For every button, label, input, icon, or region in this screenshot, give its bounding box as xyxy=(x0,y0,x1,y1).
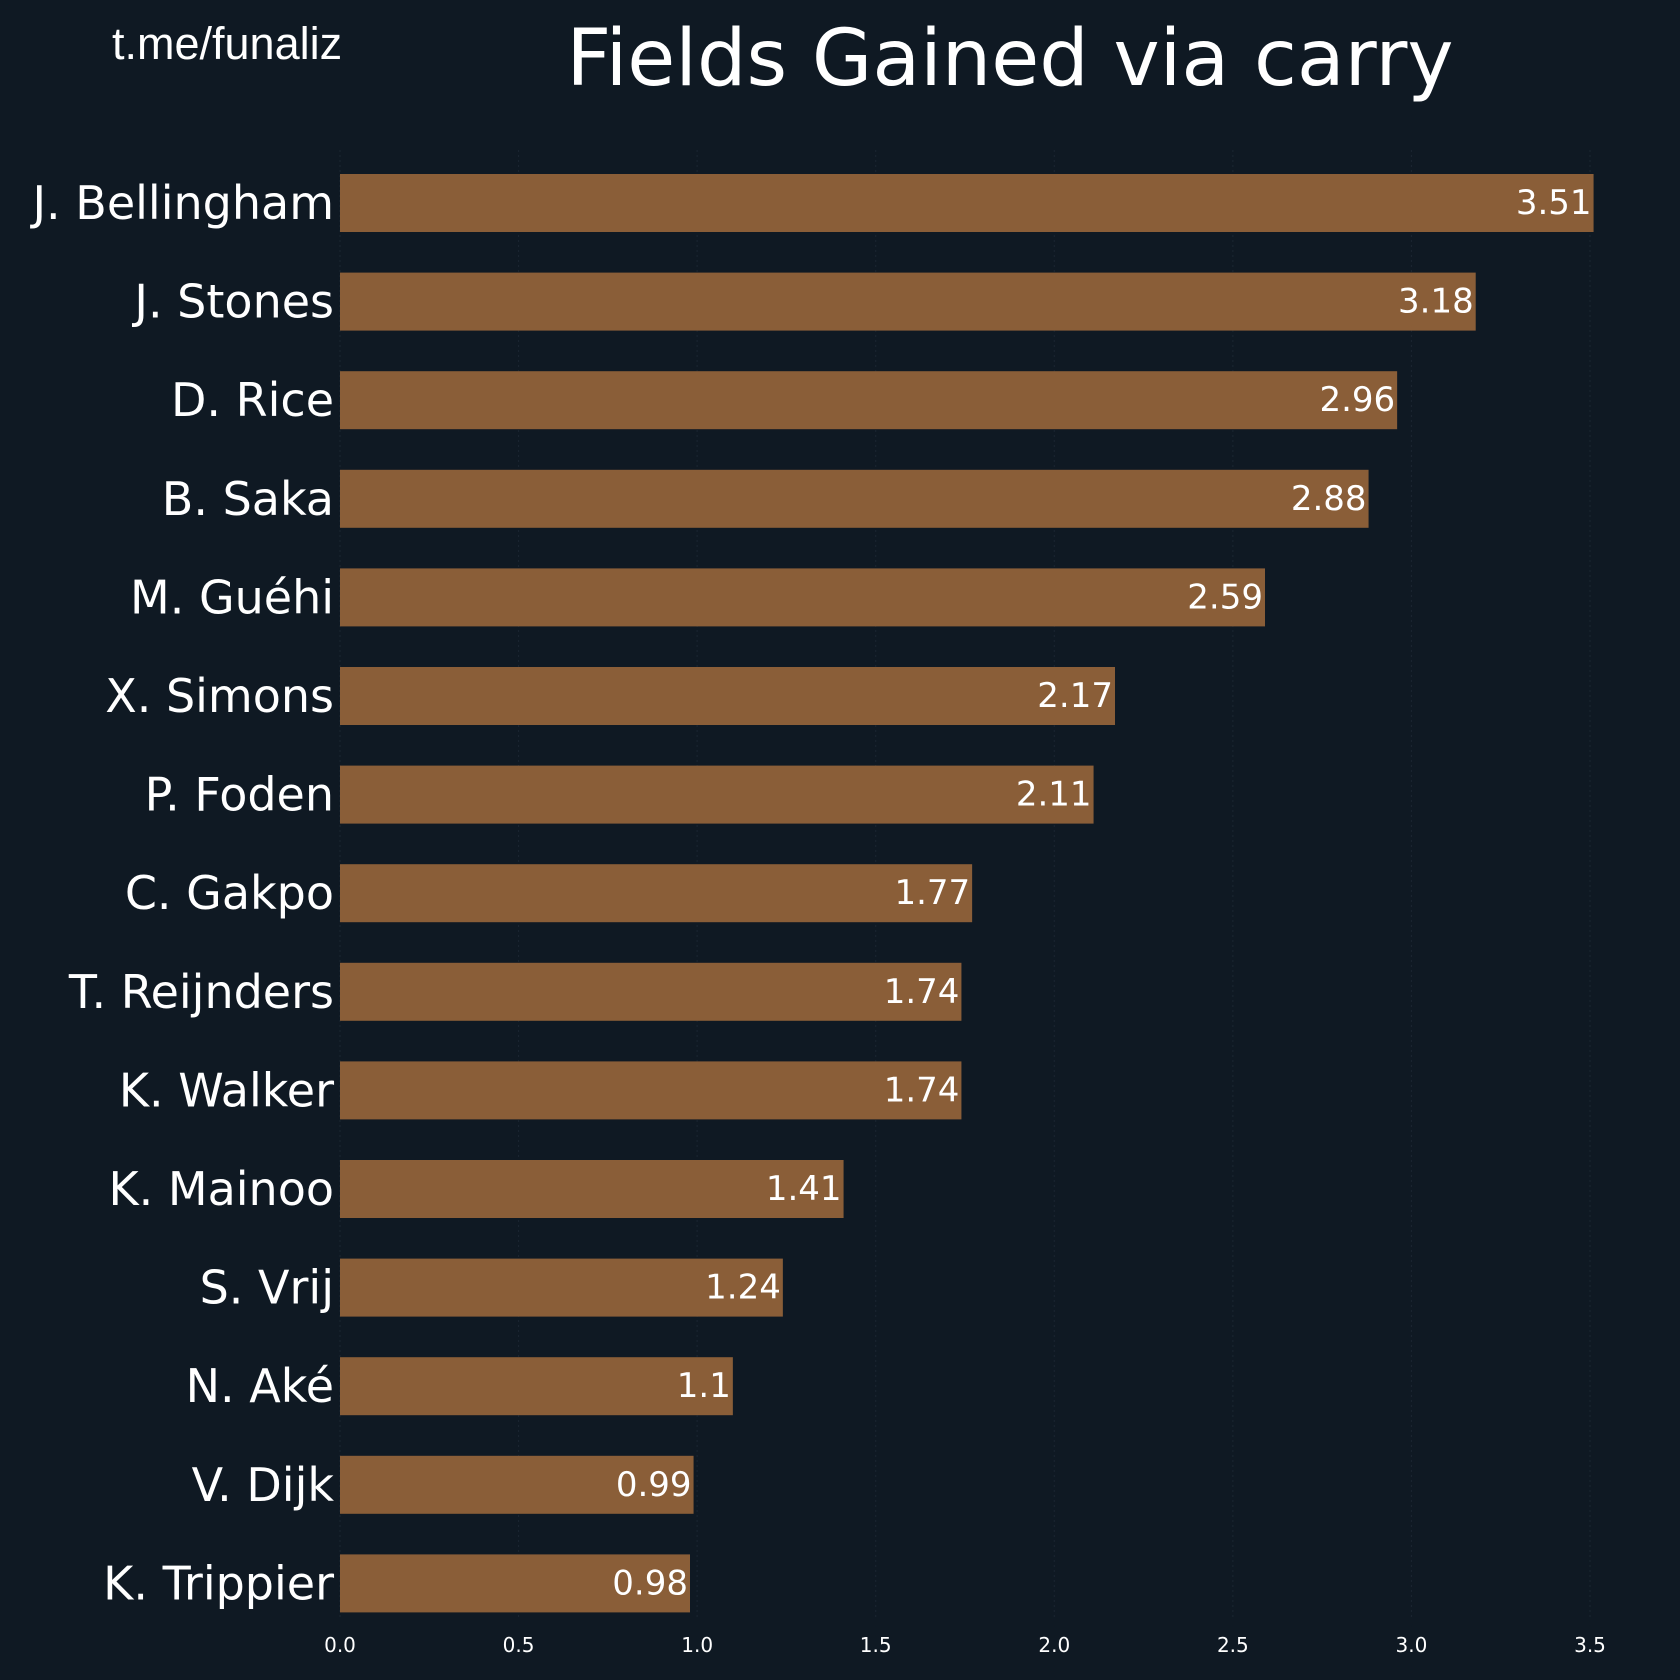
x-tick-label: 3.0 xyxy=(1396,1633,1428,1657)
bar xyxy=(340,371,1398,430)
category-label: V. Dijk xyxy=(192,1458,335,1512)
bar xyxy=(340,1258,783,1317)
watermark: t.me/funaliz xyxy=(112,18,343,69)
bar xyxy=(340,469,1369,528)
category-label: K. Walker xyxy=(119,1063,334,1117)
category-label: T. Reijnders xyxy=(68,965,334,1019)
bar xyxy=(340,962,962,1021)
value-label: 1.1 xyxy=(677,1366,731,1406)
bar xyxy=(340,1554,690,1613)
value-label: 2.11 xyxy=(1016,775,1092,815)
bar xyxy=(340,272,1476,331)
category-label: D. Rice xyxy=(171,373,334,427)
chart-title: Fields Gained via carry xyxy=(566,14,1454,104)
bar xyxy=(340,1160,844,1218)
category-label: M. Guéhi xyxy=(130,570,334,624)
value-label: 3.51 xyxy=(1516,183,1592,223)
x-tick-label: 1.0 xyxy=(681,1633,713,1657)
category-label: J. Stones xyxy=(131,275,334,329)
value-label: 1.74 xyxy=(884,972,960,1012)
x-tick-label: 2.5 xyxy=(1217,1633,1249,1657)
value-label: 1.41 xyxy=(766,1169,842,1209)
category-label: B. Saka xyxy=(162,472,334,526)
bar xyxy=(340,1061,962,1120)
value-label: 1.74 xyxy=(884,1070,960,1110)
x-axis-ticks: 0.0 0.5 1.0 1.5 2.0 2.5 3.0 3.5 xyxy=(324,1633,1606,1657)
x-tick-label: 1.5 xyxy=(860,1633,892,1657)
bar xyxy=(340,765,1094,824)
bar xyxy=(340,568,1265,627)
category-label: P. Foden xyxy=(145,768,334,822)
x-tick-label: 0.0 xyxy=(324,1633,356,1657)
bars xyxy=(340,174,1594,1613)
value-label: 2.17 xyxy=(1037,676,1113,716)
category-label: C. Gakpo xyxy=(125,866,334,920)
value-label: 1.24 xyxy=(705,1268,781,1308)
category-label: J. Bellingham xyxy=(29,176,334,230)
bar xyxy=(340,667,1115,725)
value-label: 0.98 xyxy=(612,1563,688,1603)
value-label: 2.96 xyxy=(1319,380,1395,420)
bar xyxy=(340,864,973,923)
value-label: 2.88 xyxy=(1291,479,1367,519)
category-label: K. Mainoo xyxy=(108,1162,334,1216)
category-label: K. Trippier xyxy=(103,1556,334,1610)
category-label: X. Simons xyxy=(105,669,334,723)
category-label: S. Vrij xyxy=(200,1261,334,1315)
value-label: 3.18 xyxy=(1398,282,1474,322)
category-label: N. Aké xyxy=(186,1359,334,1413)
value-label: 2.59 xyxy=(1187,577,1263,617)
value-label: 0.99 xyxy=(616,1465,692,1505)
x-tick-label: 0.5 xyxy=(503,1633,535,1657)
category-labels: J. Bellingham J. Stones D. Rice B. Saka M. G… xyxy=(29,176,334,1610)
bar xyxy=(340,1455,694,1514)
x-tick-label: 3.5 xyxy=(1574,1633,1606,1657)
bar xyxy=(340,1357,733,1416)
bar xyxy=(340,174,1594,232)
x-tick-label: 2.0 xyxy=(1038,1633,1070,1657)
value-label: 1.77 xyxy=(894,873,970,913)
value-labels: 3.51 3.18 2.96 2.88 2.59 2.17 2.11 1.77 1.74 1.74… xyxy=(612,183,1591,1603)
